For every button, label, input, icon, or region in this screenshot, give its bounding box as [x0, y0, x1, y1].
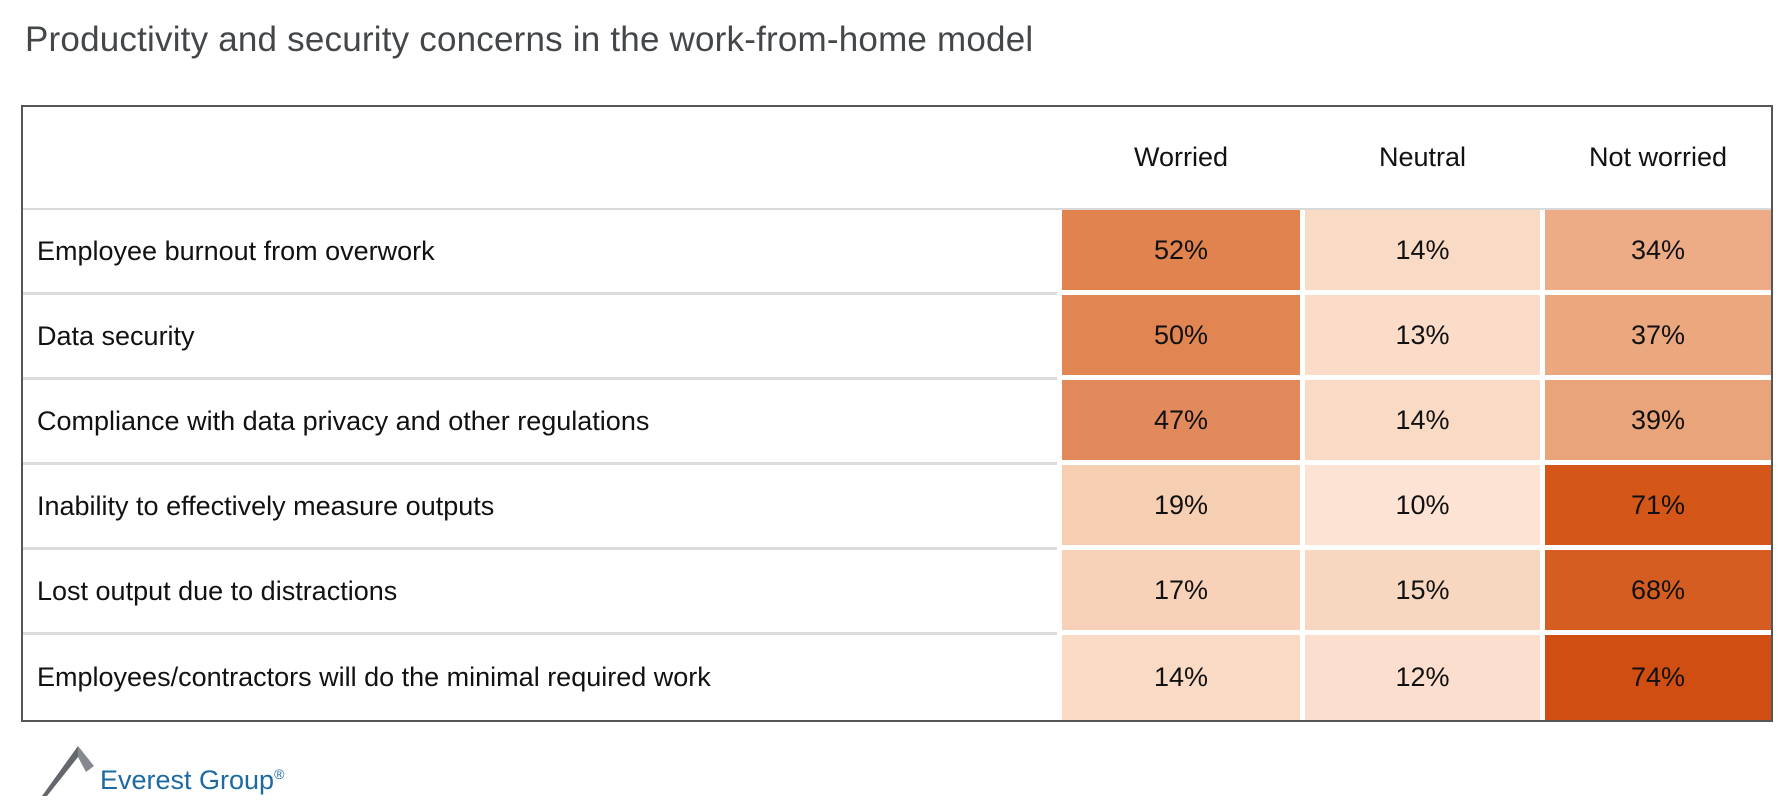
- page-title: Productivity and security concerns in th…: [25, 20, 1034, 59]
- heatmap-cell: 15%: [1305, 550, 1540, 635]
- heatmap-cell: 19%: [1062, 465, 1300, 550]
- heatmap-cell: 71%: [1545, 465, 1771, 550]
- heatmap-cell: 52%: [1062, 210, 1300, 295]
- table-row: Compliance with data privacy and other r…: [23, 380, 1771, 465]
- everest-group-logo: Everest Group®: [36, 740, 284, 796]
- column-header-neutral: Neutral: [1378, 142, 1467, 172]
- row-label: Lost output due to distractions: [23, 550, 1057, 635]
- header-spacer: [23, 107, 1057, 208]
- heatmap-cell: 10%: [1305, 465, 1540, 550]
- logo-text: Everest Group®: [100, 765, 285, 795]
- table-row: Employees/contractors will do the minima…: [23, 635, 1771, 720]
- heatmap-cell: 34%: [1545, 210, 1771, 295]
- row-label: Compliance with data privacy and other r…: [23, 380, 1057, 465]
- mountain-icon: [36, 740, 114, 796]
- heatmap-cell: 74%: [1545, 635, 1771, 720]
- heatmap-cell: 14%: [1305, 380, 1540, 465]
- row-label: Inability to effectively measure outputs: [23, 465, 1057, 550]
- heatmap-cell: 68%: [1545, 550, 1771, 635]
- heatmap-cell: 14%: [1062, 635, 1300, 720]
- row-label: Employee burnout from overwork: [23, 210, 1057, 295]
- registered-mark: ®: [274, 766, 285, 782]
- row-label: Employees/contractors will do the minima…: [23, 635, 1057, 720]
- heatmap-cell: 37%: [1545, 295, 1771, 380]
- column-header-not-worried: Not worried: [1588, 142, 1728, 172]
- row-label: Data security: [23, 295, 1057, 380]
- heatmap-cell: 14%: [1305, 210, 1540, 295]
- heatmap-cell: 39%: [1545, 380, 1771, 465]
- concerns-heatmap-table: Worried Neutral Not worried Employee bur…: [21, 105, 1773, 722]
- table-row: Employee burnout from overwork 52% 14% 3…: [23, 210, 1771, 295]
- heatmap-cell: 17%: [1062, 550, 1300, 635]
- table-row: Data security 50% 13% 37%: [23, 295, 1771, 380]
- table-row: Lost output due to distractions 17% 15% …: [23, 550, 1771, 635]
- heatmap-cell: 12%: [1305, 635, 1540, 720]
- column-header-worried: Worried: [1133, 142, 1229, 172]
- table-row: Inability to effectively measure outputs…: [23, 465, 1771, 550]
- heatmap-cell: 47%: [1062, 380, 1300, 465]
- heatmap-cell: 13%: [1305, 295, 1540, 380]
- table-header-row: Worried Neutral Not worried: [23, 107, 1771, 210]
- heatmap-cell: 50%: [1062, 295, 1300, 380]
